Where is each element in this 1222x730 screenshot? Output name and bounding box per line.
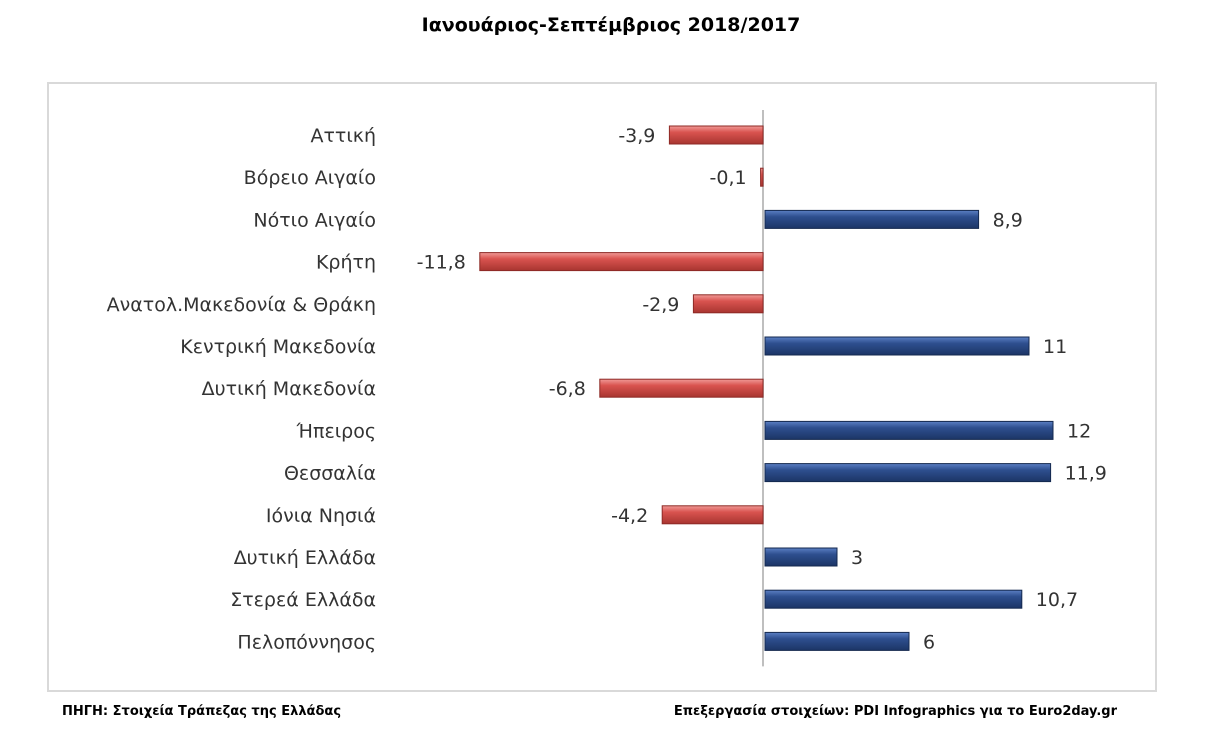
category-label: Κεντρική Μακεδονία <box>180 336 376 358</box>
source-note: ΠΗΓΗ: Στοιχεία Τράπεζας της Ελλάδας <box>62 704 342 719</box>
bar <box>668 125 764 145</box>
data-label: 8,9 <box>993 209 1023 231</box>
bar <box>692 294 764 314</box>
data-label: 11 <box>1043 336 1067 358</box>
bar <box>764 589 1023 609</box>
bar <box>479 252 764 272</box>
category-label: Ανατολ.Μακεδονία & Θράκη <box>107 294 376 316</box>
data-label: 12 <box>1067 420 1091 442</box>
category-label: Αττική <box>310 125 376 147</box>
category-label: Κρήτη <box>316 252 376 274</box>
bar <box>764 209 980 229</box>
bar <box>760 167 764 187</box>
data-label: 3 <box>851 547 863 569</box>
data-label: -6,8 <box>549 378 586 400</box>
category-label: Πελοπόννησος <box>237 631 376 653</box>
data-label: -2,9 <box>642 294 679 316</box>
category-label: Στερεά Ελλάδα <box>230 589 376 611</box>
data-label: 6 <box>923 631 935 653</box>
category-label: Βόρειο Αιγαίο <box>244 167 376 189</box>
data-label: -0,1 <box>710 167 747 189</box>
bar <box>764 631 910 651</box>
data-label: -4,2 <box>611 505 648 527</box>
category-label: Ήπειρος <box>295 420 376 442</box>
bar <box>764 463 1052 483</box>
category-label: Ιόνια Νησιά <box>266 505 376 527</box>
bar <box>599 378 764 398</box>
category-label: Θεσσαλία <box>284 463 376 485</box>
data-label: 11,9 <box>1065 463 1107 485</box>
bar <box>764 547 838 567</box>
bar <box>764 420 1054 440</box>
category-label: Νότιο Αιγαίο <box>253 209 376 231</box>
credit-note: Επεξεργασία στοιχείων: PDI Infographics … <box>673 704 1117 719</box>
chart-title: Ιανουάριος-Σεπτέμβριος 2018/2017 <box>421 14 801 36</box>
category-label: Δυτική Ελλάδα <box>234 547 376 569</box>
plot-frame <box>47 82 1157 692</box>
bar <box>661 505 764 525</box>
data-label: -11,8 <box>417 252 466 274</box>
category-label: Δυτική Μακεδονία <box>202 378 376 400</box>
data-label: -3,9 <box>618 125 655 147</box>
data-label: 10,7 <box>1036 589 1078 611</box>
bar <box>764 336 1030 356</box>
